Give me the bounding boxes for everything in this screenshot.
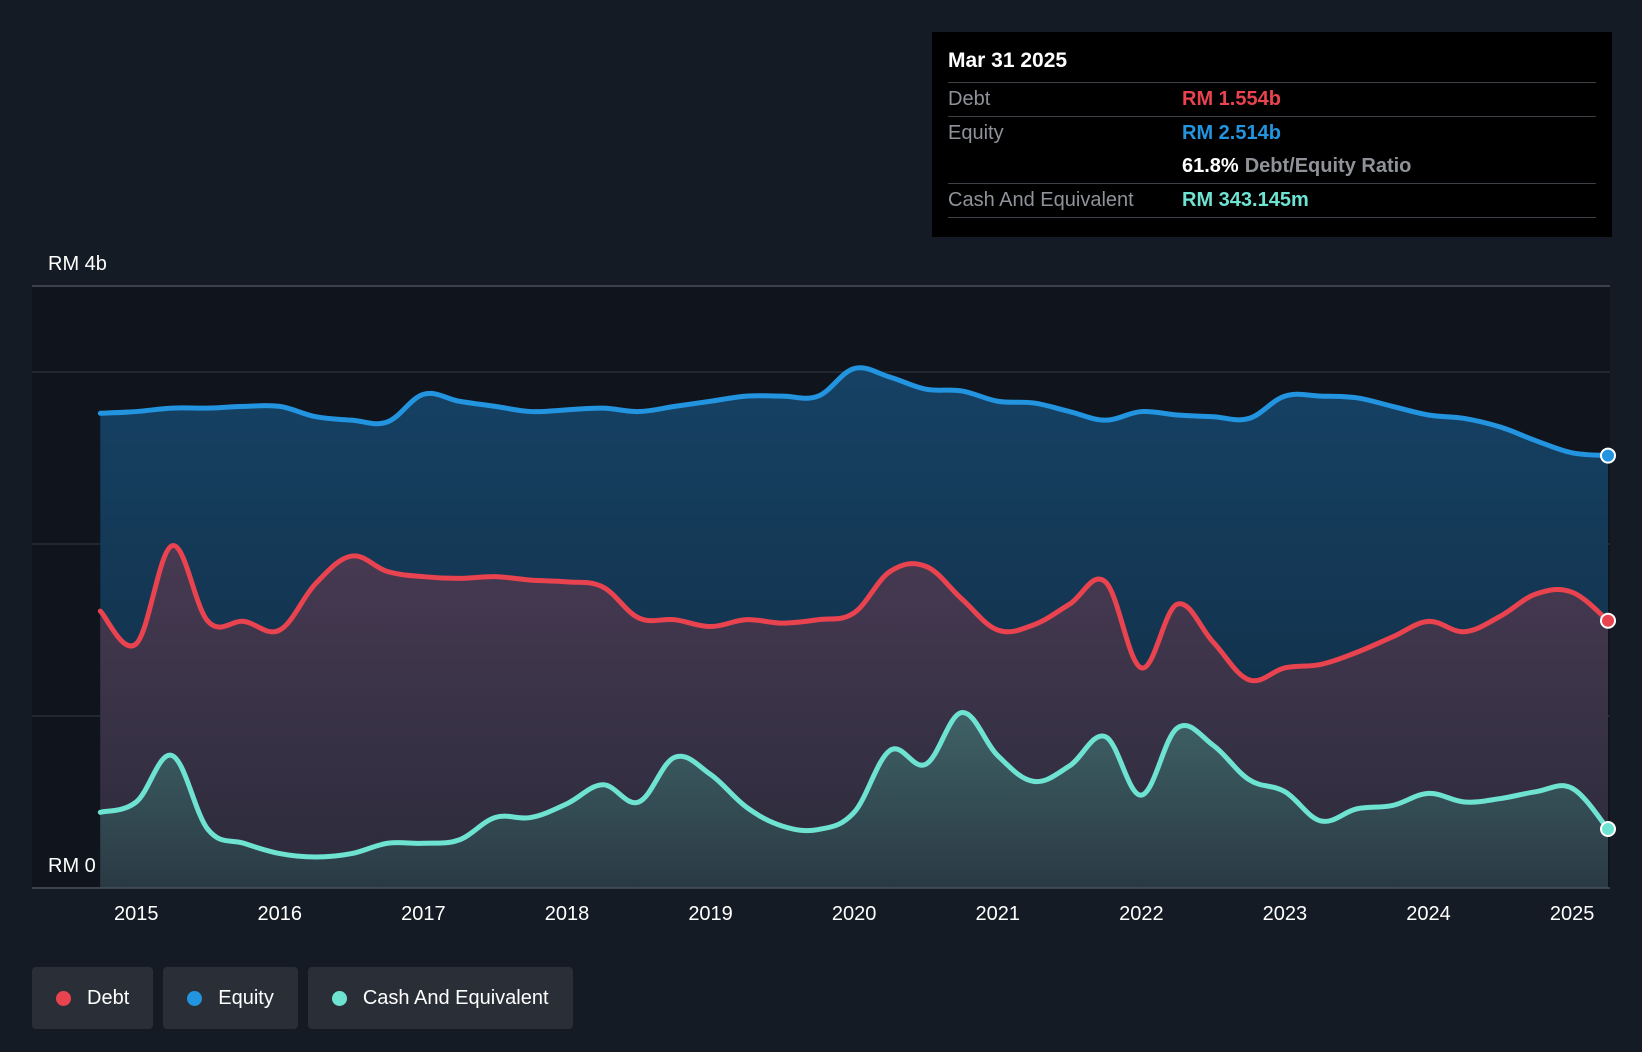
tooltip-cash-label: Cash And Equivalent bbox=[948, 189, 1134, 211]
tooltip-ratio-value: 61.8% bbox=[1182, 155, 1239, 177]
end-markers bbox=[1600, 447, 1616, 838]
tooltip-row-equity: Equity RM 2.514b bbox=[948, 116, 1596, 150]
cash-and-equivalent-area bbox=[100, 712, 1608, 888]
tooltip-equity-value: RM 2.514b bbox=[1182, 122, 1281, 144]
axis-labels: RM 4b RM 0 2015 2016 2017 2018 2019 2020 2021 202… bbox=[32, 253, 1610, 925]
tooltip-row-debt: Debt RM 1.554b bbox=[948, 82, 1596, 116]
series-areas bbox=[100, 367, 1608, 889]
cash-and-equivalent-end-marker[interactable] bbox=[1600, 821, 1616, 838]
tooltip-equity-label: Equity bbox=[948, 122, 1004, 144]
x-tick-label: 2023 bbox=[1263, 903, 1308, 925]
legend-item-equity[interactable]: Equity bbox=[163, 967, 298, 1029]
equity-line bbox=[97, 365, 1611, 459]
y-tick-label: RM 4b bbox=[48, 253, 107, 275]
tooltip-date: Mar 31 2025 bbox=[948, 49, 1068, 72]
x-tick-label: 2017 bbox=[401, 903, 446, 925]
x-tick-label: 2020 bbox=[832, 903, 877, 925]
x-tick-label: 2016 bbox=[258, 903, 303, 925]
cash-dot-icon bbox=[331, 990, 347, 1006]
cash-and-equivalent-line bbox=[97, 710, 1611, 860]
tooltip-cash-value: RM 343.145m bbox=[1182, 189, 1309, 211]
tooltip-debt-value: RM 1.554b bbox=[1182, 88, 1281, 110]
x-tick-label: 2021 bbox=[975, 903, 1020, 925]
debt-end-marker[interactable] bbox=[1600, 612, 1616, 629]
tooltip-ratio-label: Debt/Equity Ratio bbox=[1244, 155, 1412, 177]
debt-dot-icon bbox=[56, 990, 71, 1006]
tooltip-row-ratio: 61.8% Debt/Equity Ratio bbox=[948, 150, 1596, 183]
equity-end-marker[interactable] bbox=[1600, 447, 1616, 464]
x-tick-label: 2018 bbox=[545, 903, 590, 925]
legend-debt-label: Debt bbox=[87, 986, 130, 1009]
x-tick-label: 2025 bbox=[1550, 903, 1595, 925]
legend-item-debt[interactable]: Debt bbox=[32, 967, 154, 1029]
equity-dot-icon bbox=[187, 990, 203, 1006]
x-tick-label: 2019 bbox=[688, 903, 733, 925]
x-tick-label: 2024 bbox=[1406, 903, 1451, 925]
legend-item-cash[interactable]: Cash And Equivalent bbox=[307, 967, 573, 1029]
legend-equity-label: Equity bbox=[218, 986, 274, 1009]
x-tick-label: 2015 bbox=[114, 903, 159, 925]
legend: Debt Equity Cash And Equivalent bbox=[32, 967, 573, 1029]
x-tick-label: 2022 bbox=[1119, 903, 1164, 925]
legend-cash-label: Cash And Equivalent bbox=[362, 986, 549, 1009]
series-lines bbox=[97, 365, 1611, 860]
tooltip-debt-label: Debt bbox=[948, 88, 991, 110]
tooltip-panel: Mar 31 2025 Debt RM 1.554b Equity RM 2.5… bbox=[932, 32, 1612, 237]
tooltip-row-cash: Cash And Equivalent RM 343.145m bbox=[948, 183, 1596, 218]
debt-line bbox=[97, 543, 1611, 684]
y-tick-label: RM 0 bbox=[48, 855, 96, 877]
